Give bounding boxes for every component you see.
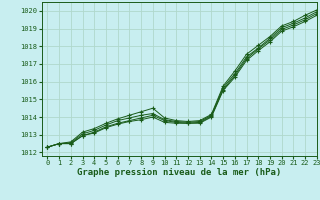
- X-axis label: Graphe pression niveau de la mer (hPa): Graphe pression niveau de la mer (hPa): [77, 168, 281, 177]
